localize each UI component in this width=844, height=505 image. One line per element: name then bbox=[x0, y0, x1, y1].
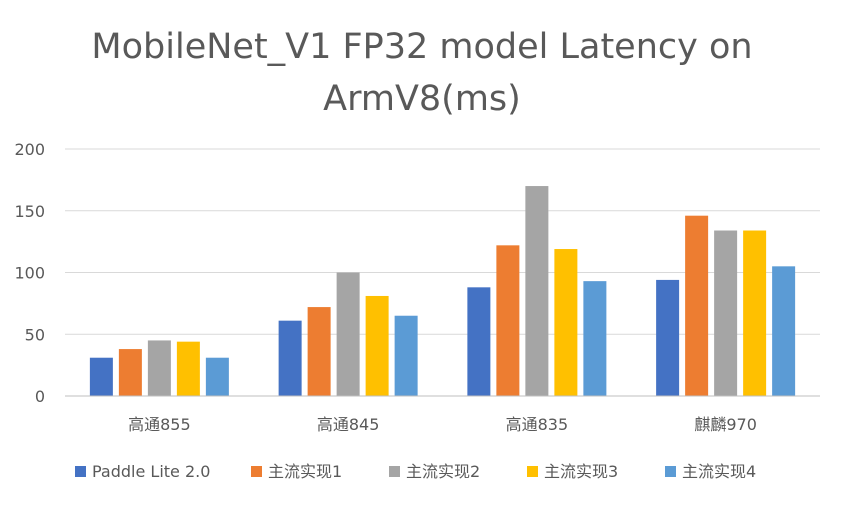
x-category-label: 麒麟970 bbox=[694, 415, 757, 434]
bar bbox=[205, 357, 229, 396]
y-tick-label: 50 bbox=[25, 325, 45, 344]
bar bbox=[685, 215, 709, 396]
legend-label: 主流实现4 bbox=[682, 462, 756, 481]
bar bbox=[176, 341, 200, 396]
legend: Paddle Lite 2.0 主流实现1 主流实现2 主流实现3 主流实现4 bbox=[75, 462, 756, 481]
bar bbox=[525, 186, 549, 396]
bar bbox=[554, 249, 578, 396]
bar bbox=[394, 315, 418, 396]
legend-label: 主流实现2 bbox=[406, 462, 480, 481]
y-tick-label: 200 bbox=[14, 140, 45, 159]
bar bbox=[278, 320, 302, 396]
y-tick-label: 0 bbox=[35, 387, 45, 406]
x-category-label: 高通845 bbox=[317, 415, 380, 434]
bar bbox=[147, 340, 171, 396]
legend-label: Paddle Lite 2.0 bbox=[92, 462, 210, 481]
bar bbox=[743, 230, 767, 396]
bar bbox=[496, 245, 520, 396]
y-tick-label: 100 bbox=[14, 264, 45, 283]
bar bbox=[656, 279, 680, 396]
legend-swatch bbox=[389, 466, 400, 477]
bar bbox=[772, 266, 796, 396]
bar bbox=[307, 307, 331, 396]
bar bbox=[336, 272, 360, 396]
x-category-label: 高通835 bbox=[506, 415, 569, 434]
legend-swatch bbox=[665, 466, 676, 477]
legend-label: 主流实现1 bbox=[268, 462, 342, 481]
bar bbox=[467, 287, 491, 396]
x-category-label: 高通855 bbox=[128, 415, 191, 434]
bar bbox=[365, 295, 389, 396]
bar bbox=[118, 349, 142, 396]
chart-title-line-2: ArmV8(ms) bbox=[323, 79, 521, 119]
bar bbox=[89, 357, 113, 396]
bar bbox=[583, 281, 607, 396]
legend-label: 主流实现3 bbox=[544, 462, 618, 481]
bar bbox=[714, 230, 738, 396]
chart-title-line-1: MobileNet_V1 FP32 model Latency on bbox=[91, 27, 752, 67]
legend-swatch bbox=[527, 466, 538, 477]
y-tick-label: 150 bbox=[14, 202, 45, 221]
legend-swatch bbox=[75, 466, 86, 477]
legend-swatch bbox=[251, 466, 262, 477]
